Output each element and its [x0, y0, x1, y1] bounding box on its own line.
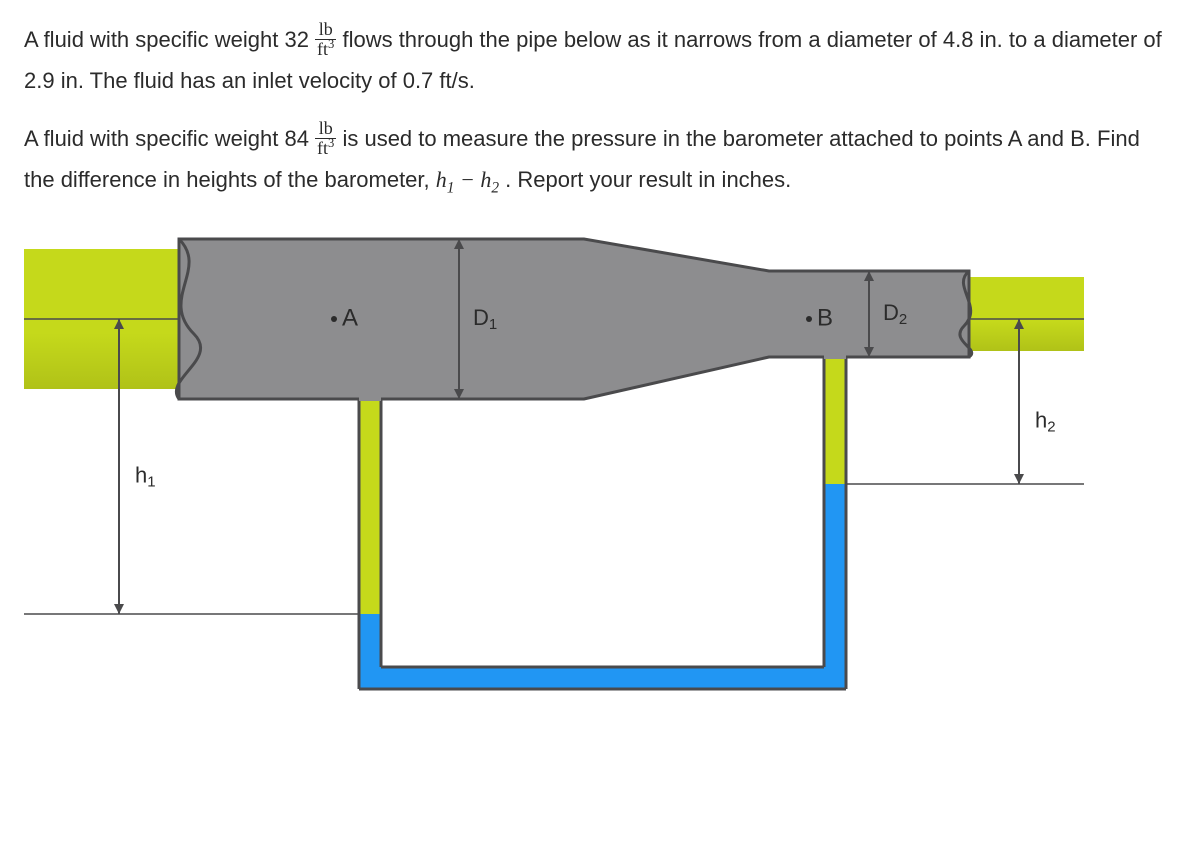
paragraph-2: A fluid with specific weight 84 lbft3 is…	[24, 119, 1176, 200]
text: A fluid with specific weight 84	[24, 126, 315, 151]
var-h2: h2	[480, 167, 499, 192]
svg-text:A: A	[342, 304, 358, 331]
fraction-2: lbft3	[315, 119, 336, 158]
var-h1: h1	[436, 167, 455, 192]
pipe-diagram: AD1BD2h1h2	[24, 219, 1176, 753]
svg-text:B: B	[817, 304, 833, 331]
text: . Report your result in inches.	[499, 167, 791, 192]
paragraph-1: A fluid with specific weight 32 lbft3 fl…	[24, 20, 1176, 101]
problem-statement: A fluid with specific weight 32 lbft3 fl…	[24, 20, 1176, 201]
svg-text:h1: h1	[135, 462, 156, 490]
fraction-1: lbft3	[315, 20, 336, 59]
svg-text:h2: h2	[1035, 407, 1056, 435]
text: A fluid with specific weight 32	[24, 27, 315, 52]
